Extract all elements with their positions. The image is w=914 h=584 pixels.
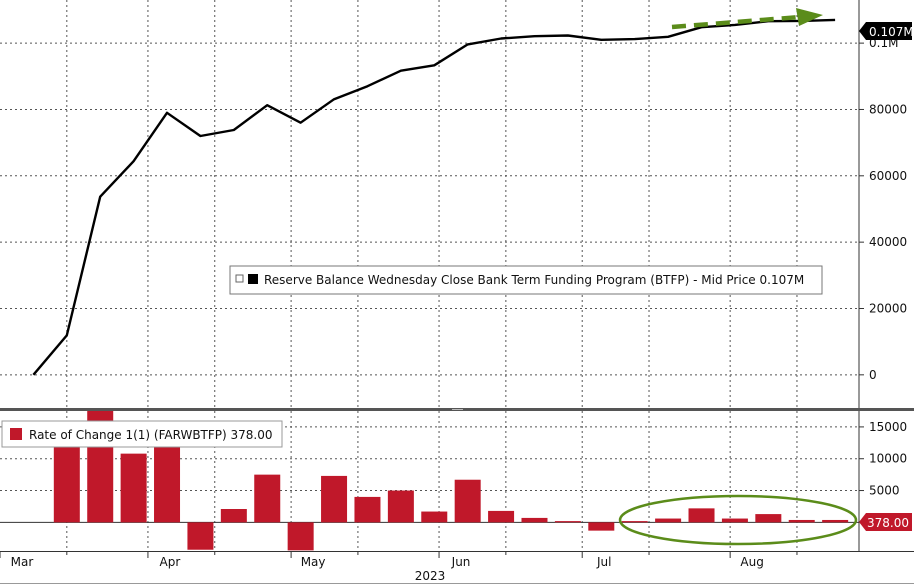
y-tick-label: 5000 bbox=[869, 484, 900, 498]
last-value-tag-upper: 0.107M bbox=[859, 22, 914, 40]
grid bbox=[0, 0, 859, 551]
legend-swatch-black bbox=[248, 274, 258, 284]
bar bbox=[755, 514, 782, 523]
bar bbox=[321, 475, 348, 523]
x-tick-label: Aug bbox=[740, 555, 763, 569]
legend-lower-label: Rate of Change 1(1) (FARWBTFP) 378.00 bbox=[29, 428, 273, 442]
y-tick-label: 10000 bbox=[869, 452, 907, 466]
last-value-upper-label: 0.107M bbox=[869, 25, 914, 39]
bar bbox=[454, 479, 481, 523]
y-tick-label: 20000 bbox=[869, 301, 907, 315]
bar bbox=[254, 474, 281, 523]
bar bbox=[655, 518, 682, 523]
x-tick-label: Mar bbox=[11, 555, 34, 569]
x-axis: Mar Apr May Jun Jul Aug bbox=[0, 551, 798, 569]
bar bbox=[788, 519, 815, 523]
bar bbox=[554, 521, 581, 523]
x-tick-label: Jul bbox=[596, 555, 611, 569]
last-value-tag-lower: 378.00 bbox=[859, 513, 912, 531]
y-tick-label: 40000 bbox=[869, 235, 907, 249]
last-value-lower-label: 378.00 bbox=[867, 516, 909, 530]
bar bbox=[354, 496, 381, 523]
bar bbox=[387, 490, 414, 523]
y-tick-label: 15000 bbox=[869, 420, 907, 434]
trend-arrow-annotation bbox=[671, 8, 823, 30]
bar bbox=[120, 453, 147, 523]
bar bbox=[688, 508, 715, 523]
bar bbox=[521, 517, 548, 523]
legend-expand-icon[interactable] bbox=[235, 274, 244, 283]
y-tick-label: 0 bbox=[869, 368, 877, 382]
x-tick-label: Apr bbox=[160, 555, 181, 569]
bar bbox=[154, 444, 181, 523]
bar bbox=[721, 518, 748, 523]
bars bbox=[53, 411, 849, 551]
legend-lower: Rate of Change 1(1) (FARWBTFP) 378.00 bbox=[1, 420, 283, 448]
x-axis-year-label: 2023 bbox=[415, 569, 446, 583]
bar bbox=[187, 522, 214, 550]
bar bbox=[287, 522, 314, 551]
bar bbox=[220, 509, 247, 523]
x-tick-label: May bbox=[301, 555, 326, 569]
y-tick-label: 80000 bbox=[869, 102, 907, 116]
bar bbox=[53, 440, 80, 523]
bar bbox=[588, 522, 615, 531]
y-tick-label: 60000 bbox=[869, 169, 907, 183]
bar bbox=[822, 519, 849, 523]
bar bbox=[421, 511, 448, 523]
bar bbox=[488, 510, 515, 523]
bar bbox=[621, 521, 648, 523]
highlight-ellipse-annotation bbox=[618, 494, 858, 546]
legend-swatch-red bbox=[10, 428, 22, 440]
y-axis-lower: 5000 10000 15000 bbox=[859, 420, 907, 498]
legend-upper-label: Reserve Balance Wednesday Close Bank Ter… bbox=[264, 273, 804, 287]
legend-upper: Reserve Balance Wednesday Close Bank Ter… bbox=[229, 265, 823, 295]
series-line-btfp bbox=[32, 18, 836, 376]
x-tick-label: Jun bbox=[451, 555, 471, 569]
